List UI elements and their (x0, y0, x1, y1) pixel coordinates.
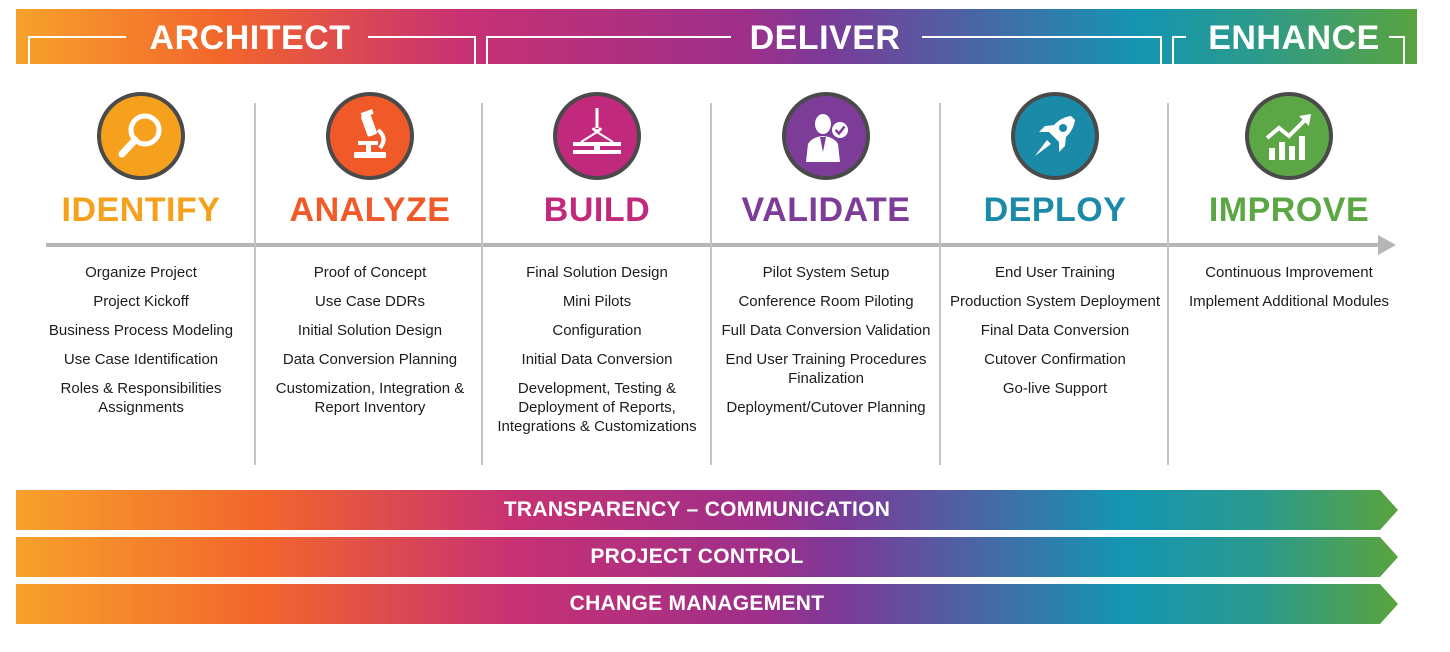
deliver-bracket-line-left (486, 36, 731, 38)
list-item: Conference Room Piloting (738, 293, 914, 310)
architect-bracket-right (474, 36, 476, 66)
list-item: Deployment/Cutover Planning (726, 399, 926, 416)
list-item: Pilot System Setup (762, 264, 890, 281)
stage-title-improve: IMPROVE (1208, 191, 1370, 229)
list-item: Proof of Concept (313, 264, 427, 281)
stage-title-analyze: ANALYZE (289, 191, 451, 229)
list-item: Final Solution Design (526, 264, 668, 281)
phase-title-architect: ARCHITECT (149, 19, 351, 57)
magnifying-glass-icon (97, 92, 185, 180)
list-item: Business Process Modeling (48, 322, 234, 339)
timeline-arrow-head (1378, 235, 1396, 255)
bar-project-control: PROJECT CONTROL (16, 537, 1398, 577)
phase-title-deliver: DELIVER (749, 19, 901, 57)
column-divider (710, 103, 712, 465)
list-item: Initial Data Conversion (521, 351, 673, 368)
list-item: Go-live Support (1002, 380, 1108, 397)
list-item: Final Data Conversion (980, 322, 1130, 339)
businessman-check-icon (782, 92, 870, 180)
deliver-bracket-line-right (922, 36, 1162, 38)
growth-chart-icon (1245, 92, 1333, 180)
list-item: Organize Project (85, 264, 197, 281)
column-divider (1167, 103, 1169, 465)
list-item: Data Conversion Planning (282, 351, 458, 368)
list-item: End User Training Procedures Finalizatio… (725, 351, 927, 387)
improve-item-list: Continuous Improvement Implement Additio… (1169, 263, 1409, 321)
phase-banner: ARCHITECT DELIVER ENHANCE (16, 9, 1417, 66)
enhance-bracket-left (1172, 36, 1174, 66)
timeline-arrow-line (46, 243, 1382, 247)
list-item: Cutover Confirmation (984, 351, 1126, 368)
build-item-list: Final Solution Design Mini Pilots Config… (483, 263, 711, 446)
deliver-bracket-right (1160, 36, 1162, 66)
list-item: Mini Pilots (562, 293, 632, 310)
stage-title-build: BUILD (543, 191, 651, 229)
crane-beam-icon (553, 92, 641, 180)
stage-title-validate: VALIDATE (741, 191, 911, 229)
list-item: Project Kickoff (93, 293, 189, 310)
list-item: Initial Solution Design (297, 322, 443, 339)
list-item: Use Case Identification (63, 351, 219, 368)
bar-label: PROJECT CONTROL (590, 545, 804, 568)
list-item: Development, Testing & Deployment of Rep… (497, 380, 697, 435)
deploy-item-list: End User Training Production System Depl… (941, 263, 1169, 408)
list-item: End User Training (994, 264, 1116, 281)
enhance-bracket-line-right (1389, 36, 1405, 38)
stage-title-identify: IDENTIFY (61, 191, 221, 229)
list-item: Customization, Integration & Report Inve… (275, 380, 465, 416)
bar-change-management: CHANGE MANAGEMENT (16, 584, 1398, 624)
enhance-bracket-line-left (1172, 36, 1186, 38)
list-item: Continuous Improvement (1205, 264, 1373, 281)
list-item: Roles & Responsibilities Assignments (60, 380, 222, 416)
architect-bracket-line-left (28, 36, 126, 38)
stage-title-deploy: DEPLOY (983, 191, 1127, 229)
rocket-icon (1011, 92, 1099, 180)
list-item: Configuration (552, 322, 642, 339)
list-item: Implement Additional Modules (1188, 293, 1390, 310)
microscope-icon (326, 92, 414, 180)
bar-label: TRANSPARENCY – COMMUNICATION (503, 498, 891, 521)
architect-bracket-left (28, 36, 30, 66)
column-divider (481, 103, 483, 465)
deliver-bracket-left (486, 36, 488, 66)
bar-transparency-communication: TRANSPARENCY – COMMUNICATION (16, 490, 1398, 530)
list-item: Use Case DDRs (314, 293, 426, 310)
bar-label: CHANGE MANAGEMENT (569, 592, 825, 615)
list-item: Full Data Conversion Validation (721, 322, 931, 339)
phase-title-enhance: ENHANCE (1208, 19, 1380, 57)
identify-item-list: Organize Project Project Kickoff Busines… (27, 263, 255, 427)
enhance-bracket-right (1403, 36, 1405, 66)
column-divider (254, 103, 256, 465)
validate-item-list: Pilot System Setup Conference Room Pilot… (712, 263, 940, 427)
analyze-item-list: Proof of Concept Use Case DDRs Initial S… (256, 263, 484, 427)
architect-bracket-line-right (368, 36, 476, 38)
list-item: Production System Deployment (949, 293, 1161, 310)
column-divider (939, 103, 941, 465)
